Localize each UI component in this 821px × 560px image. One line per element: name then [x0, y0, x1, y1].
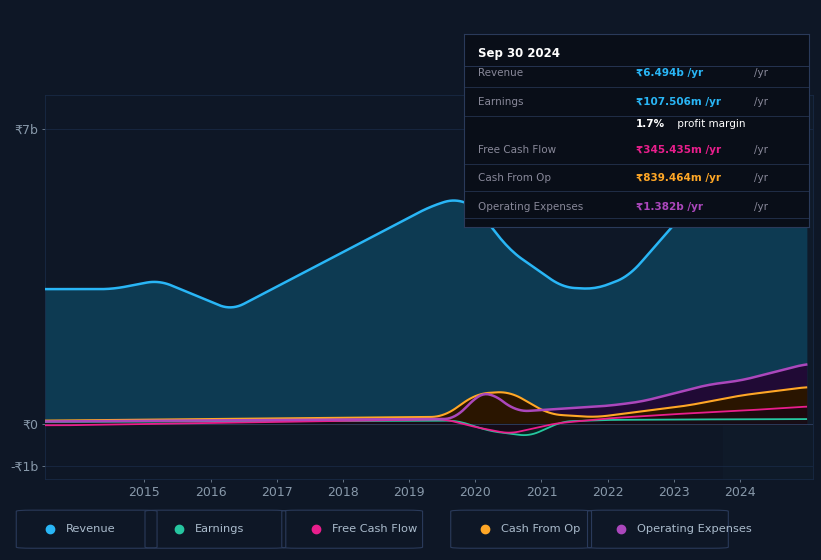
- Text: Revenue: Revenue: [478, 68, 523, 78]
- Text: /yr: /yr: [754, 172, 768, 183]
- Text: Free Cash Flow: Free Cash Flow: [332, 524, 417, 534]
- Text: Sep 30 2024: Sep 30 2024: [478, 47, 560, 60]
- Text: ₹107.506m /yr: ₹107.506m /yr: [636, 97, 722, 107]
- Text: ₹839.464m /yr: ₹839.464m /yr: [636, 172, 722, 183]
- Text: /yr: /yr: [754, 68, 768, 78]
- Text: Earnings: Earnings: [195, 524, 245, 534]
- Text: /yr: /yr: [754, 146, 768, 156]
- Text: Operating Expenses: Operating Expenses: [478, 202, 583, 212]
- Text: /yr: /yr: [754, 202, 768, 212]
- Text: 1.7%: 1.7%: [636, 119, 665, 129]
- Text: ₹6.494b /yr: ₹6.494b /yr: [636, 68, 704, 78]
- Bar: [723, 95, 813, 479]
- Text: /yr: /yr: [754, 97, 768, 107]
- Text: Earnings: Earnings: [478, 97, 523, 107]
- Text: Revenue: Revenue: [67, 524, 116, 534]
- Text: ₹345.435m /yr: ₹345.435m /yr: [636, 146, 722, 156]
- Text: Operating Expenses: Operating Expenses: [637, 524, 752, 534]
- Text: Cash From Op: Cash From Op: [501, 524, 580, 534]
- Text: profit margin: profit margin: [674, 119, 745, 129]
- Text: ₹1.382b /yr: ₹1.382b /yr: [636, 202, 704, 212]
- Text: Cash From Op: Cash From Op: [478, 172, 551, 183]
- Text: Free Cash Flow: Free Cash Flow: [478, 146, 556, 156]
